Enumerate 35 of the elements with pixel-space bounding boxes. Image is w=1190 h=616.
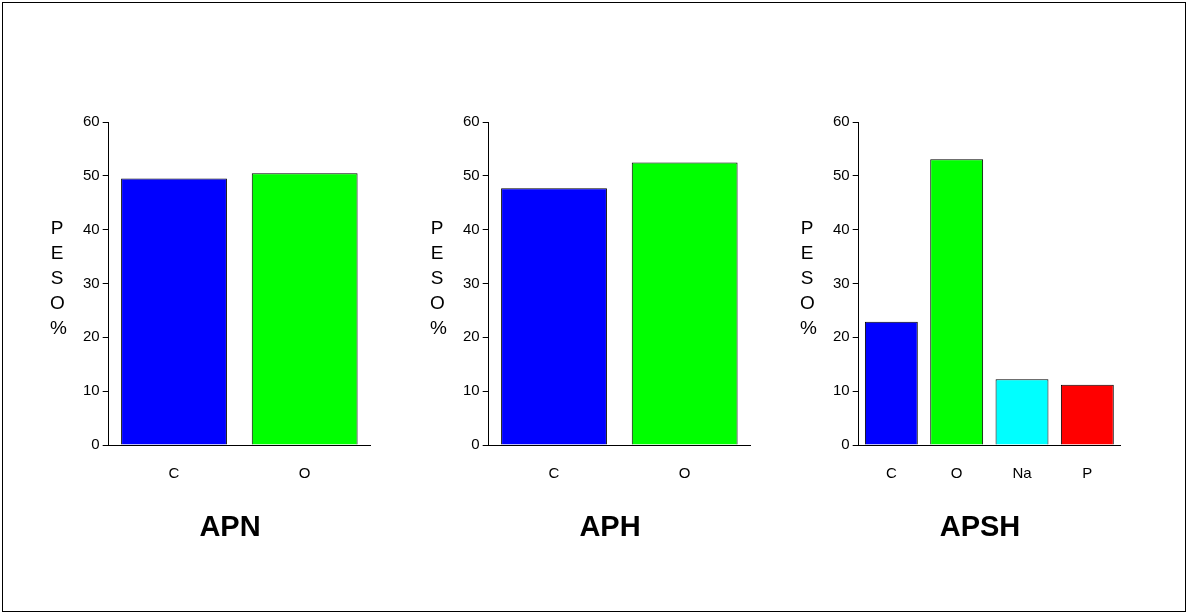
y-tick-label: 60 <box>463 112 480 130</box>
y-axis-title: PESO % <box>800 216 817 340</box>
y-axis-title: PESO % <box>50 216 67 340</box>
x-tick-label: C <box>885 464 897 482</box>
y-tick-label: 40 <box>83 219 100 237</box>
y-tick-label: 20 <box>833 327 850 345</box>
y-tick-label: 50 <box>833 165 850 183</box>
x-tick-label: P <box>1082 464 1093 482</box>
y-tick-label: 10 <box>83 381 100 399</box>
x-tick-label: O <box>298 464 311 482</box>
y-tick-label: 0 <box>91 435 100 453</box>
y-axis-title: PESO % <box>430 216 447 340</box>
y-tick-label: 30 <box>463 273 480 291</box>
x-tick-label: C <box>168 464 180 482</box>
x-tick-label: O <box>678 464 691 482</box>
x-axis-title: APN <box>198 510 262 543</box>
y-tick-label: 60 <box>833 112 850 130</box>
y-tick-label: 10 <box>463 381 480 399</box>
x-tick-label: O <box>950 464 963 482</box>
y-tick-label: 40 <box>833 219 850 237</box>
y-tick-label: 50 <box>463 165 480 183</box>
y-tick-label: 60 <box>83 112 100 130</box>
y-tick-label: 10 <box>833 381 850 399</box>
x-tick-label: Na <box>1012 464 1033 482</box>
x-axis-title: APH <box>578 510 642 543</box>
y-tick-label: 0 <box>841 435 850 453</box>
x-axis-title: APSH <box>938 510 1022 543</box>
y-tick-label: 30 <box>83 273 100 291</box>
y-tick-label: 0 <box>471 435 480 453</box>
y-tick-label: 40 <box>463 219 480 237</box>
y-tick-label: 50 <box>83 165 100 183</box>
y-tick-label: 20 <box>463 327 480 345</box>
y-tick-label: 20 <box>83 327 100 345</box>
y-tick-label: 30 <box>833 273 850 291</box>
x-tick-label: C <box>548 464 560 482</box>
